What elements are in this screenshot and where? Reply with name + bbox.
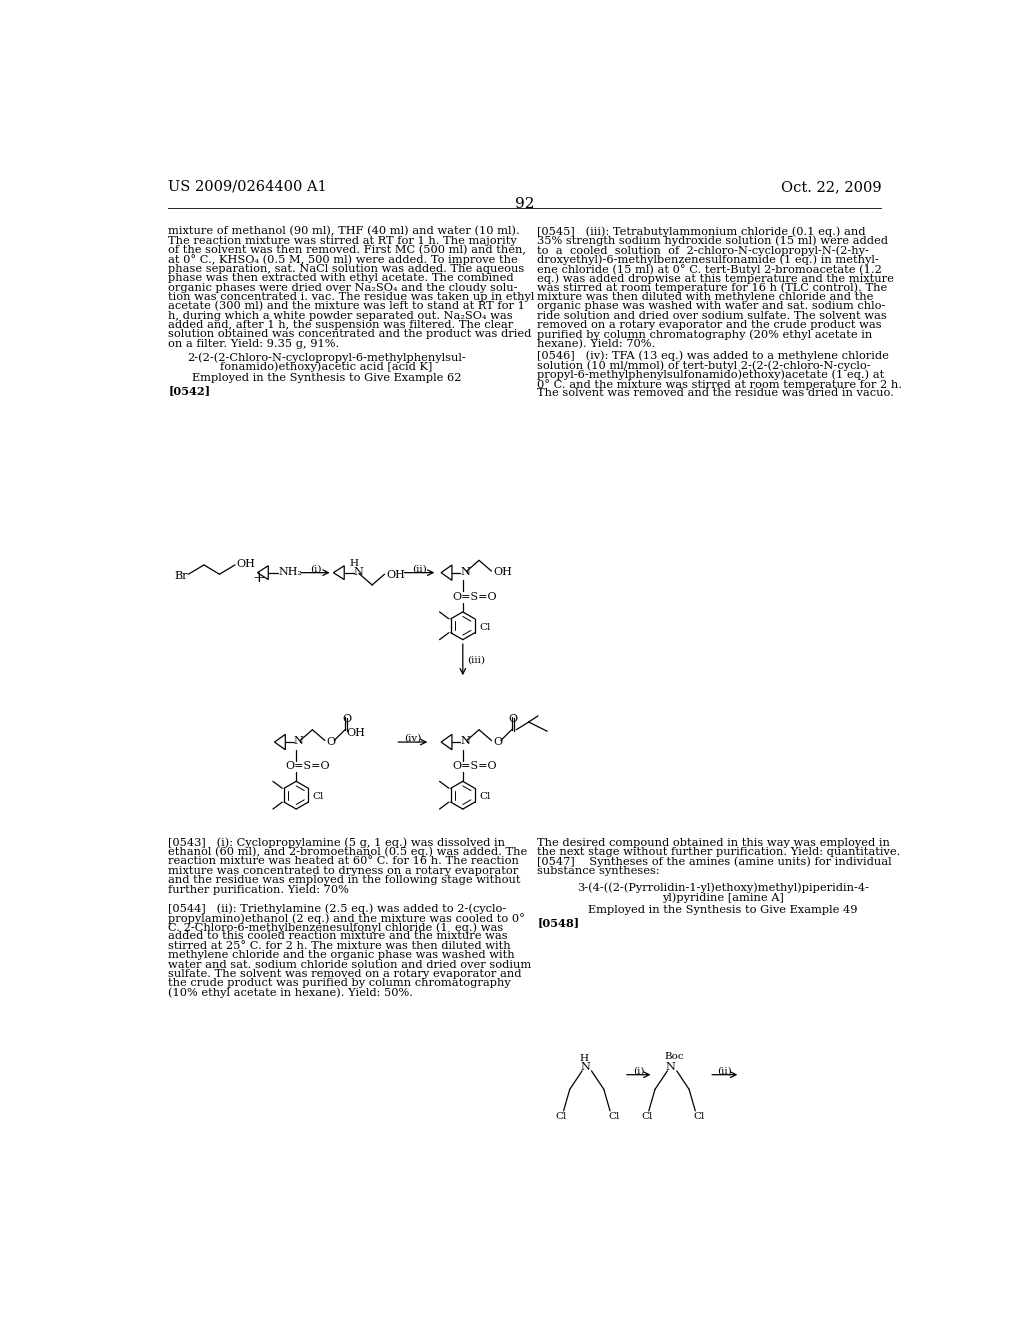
Text: The solvent was removed and the residue was dried in vacuo.: The solvent was removed and the residue … [538, 388, 894, 399]
Text: Cl: Cl [312, 792, 324, 801]
Text: O=S=O: O=S=O [452, 591, 497, 602]
Text: N: N [666, 1061, 676, 1072]
Text: N: N [581, 1061, 590, 1072]
Text: O: O [327, 737, 336, 747]
Text: OH: OH [386, 570, 404, 579]
Text: [0547]    Syntheses of the amines (amine units) for individual: [0547] Syntheses of the amines (amine un… [538, 857, 892, 867]
Text: the crude product was purified by column chromatography: the crude product was purified by column… [168, 978, 511, 989]
Text: and the residue was employed in the following stage without: and the residue was employed in the foll… [168, 875, 521, 886]
Text: substance syntheses:: substance syntheses: [538, 866, 659, 875]
Text: mixture of methanol (90 ml), THF (40 ml) and water (10 ml).: mixture of methanol (90 ml), THF (40 ml)… [168, 226, 520, 236]
Text: water and sat. sodium chloride solution and dried over sodium: water and sat. sodium chloride solution … [168, 960, 531, 970]
Text: O: O [509, 714, 518, 725]
Text: NH₂: NH₂ [279, 566, 302, 577]
Text: methylene chloride and the organic phase was washed with: methylene chloride and the organic phase… [168, 950, 515, 960]
Text: Employed in the Synthesis to Give Example 62: Employed in the Synthesis to Give Exampl… [191, 374, 461, 383]
Text: (ii): (ii) [412, 564, 427, 573]
Text: the next stage without further purification. Yield: quantitative.: the next stage without further purificat… [538, 847, 900, 857]
Text: (i): (i) [633, 1067, 644, 1076]
Text: eq.) was added dropwise at this temperature and the mixture: eq.) was added dropwise at this temperat… [538, 273, 894, 284]
Text: [0543]   (i): Cyclopropylamine (5 g, 1 eq.) was dissolved in: [0543] (i): Cyclopropylamine (5 g, 1 eq.… [168, 837, 505, 849]
Text: (i): (i) [310, 564, 322, 573]
Text: O=S=O: O=S=O [452, 762, 497, 771]
Text: [0544]   (ii): Triethylamine (2.5 eq.) was added to 2-(cyclo-: [0544] (ii): Triethylamine (2.5 eq.) was… [168, 903, 507, 913]
Text: +: + [252, 572, 265, 585]
Text: OH: OH [493, 566, 512, 577]
Text: stirred at 25° C. for 2 h. The mixture was then diluted with: stirred at 25° C. for 2 h. The mixture w… [168, 941, 511, 950]
Text: OH: OH [237, 560, 255, 569]
Text: Cl: Cl [608, 1113, 620, 1122]
Text: tion was concentrated i. vac. The residue was taken up in ethyl: tion was concentrated i. vac. The residu… [168, 292, 535, 302]
Text: 92: 92 [515, 197, 535, 211]
Text: ene chloride (15 ml) at 0° C. tert-Butyl 2-bromoacetate (1.2: ene chloride (15 ml) at 0° C. tert-Butyl… [538, 264, 882, 275]
Text: N: N [294, 737, 304, 746]
Text: fonamido)ethoxy)acetic acid [acid K]: fonamido)ethoxy)acetic acid [acid K] [220, 362, 432, 372]
Text: N: N [461, 566, 470, 577]
Text: solution (10 ml/mmol) of tert-butyl 2-(2-(2-chloro-N-cyclo-: solution (10 ml/mmol) of tert-butyl 2-(2… [538, 360, 870, 371]
Text: hexane). Yield: 70%.: hexane). Yield: 70%. [538, 339, 655, 350]
Text: purified by column chromatography (20% ethyl acetate in: purified by column chromatography (20% e… [538, 330, 872, 341]
Text: acetate (300 ml) and the mixture was left to stand at RT for 1: acetate (300 ml) and the mixture was lef… [168, 301, 525, 312]
Text: Br: Br [174, 570, 188, 581]
Text: h, during which a white powder separated out. Na₂SO₄ was: h, during which a white powder separated… [168, 310, 513, 321]
Text: Cl: Cl [641, 1113, 652, 1122]
Text: (iv): (iv) [404, 734, 422, 743]
Text: on a filter. Yield: 9.35 g, 91%.: on a filter. Yield: 9.35 g, 91%. [168, 339, 340, 348]
Text: (10% ethyl acetate in hexane). Yield: 50%.: (10% ethyl acetate in hexane). Yield: 50… [168, 987, 414, 998]
Text: The desired compound obtained in this way was employed in: The desired compound obtained in this wa… [538, 837, 890, 847]
Text: [0545]   (iii): Tetrabutylammonium chloride (0.1 eq.) and: [0545] (iii): Tetrabutylammonium chlorid… [538, 226, 865, 236]
Text: O=S=O: O=S=O [286, 762, 330, 771]
Text: OH: OH [346, 727, 366, 738]
Text: Cl: Cl [556, 1113, 567, 1122]
Text: O: O [342, 714, 351, 725]
Text: added to this cooled reaction mixture and the mixture was: added to this cooled reaction mixture an… [168, 932, 508, 941]
Text: was stirred at room temperature for 16 h (TLC control). The: was stirred at room temperature for 16 h… [538, 282, 888, 293]
Text: organic phase was washed with water and sat. sodium chlo-: organic phase was washed with water and … [538, 301, 886, 312]
Text: at 0° C., KHSO₄ (0.5 M, 500 ml) were added. To improve the: at 0° C., KHSO₄ (0.5 M, 500 ml) were add… [168, 255, 518, 265]
Text: reaction mixture was heated at 60° C. for 16 h. The reaction: reaction mixture was heated at 60° C. fo… [168, 857, 519, 866]
Text: [0548]: [0548] [538, 917, 580, 928]
Text: mixture was concentrated to dryness on a rotary evaporator: mixture was concentrated to dryness on a… [168, 866, 518, 875]
Text: droxyethyl)-6-methylbenzenesulfonamide (1 eq.) in methyl-: droxyethyl)-6-methylbenzenesulfonamide (… [538, 255, 879, 265]
Text: (iii): (iii) [467, 655, 484, 664]
Text: [0542]: [0542] [168, 385, 210, 396]
Text: of the solvent was then removed. First MC (500 ml) and then,: of the solvent was then removed. First M… [168, 246, 526, 255]
Text: O: O [493, 737, 502, 747]
Text: solution obtained was concentrated and the product was dried: solution obtained was concentrated and t… [168, 330, 531, 339]
Text: organic phases were dried over Na₂SO₄ and the cloudy solu-: organic phases were dried over Na₂SO₄ an… [168, 282, 518, 293]
Text: (ii): (ii) [718, 1067, 732, 1076]
Text: further purification. Yield: 70%: further purification. Yield: 70% [168, 884, 349, 895]
Text: Boc: Boc [665, 1052, 684, 1060]
Text: phase separation, sat. NaCl solution was added. The aqueous: phase separation, sat. NaCl solution was… [168, 264, 524, 273]
Text: [0546]   (iv): TFA (13 eq.) was added to a methylene chloride: [0546] (iv): TFA (13 eq.) was added to a… [538, 351, 889, 362]
Text: Employed in the Synthesis to Give Example 49: Employed in the Synthesis to Give Exampl… [589, 904, 858, 915]
Text: yl)pyridine [amine A]: yl)pyridine [amine A] [663, 892, 784, 903]
Text: Oct. 22, 2009: Oct. 22, 2009 [780, 180, 882, 194]
Text: propylamino)ethanol (2 eq.) and the mixture was cooled to 0°: propylamino)ethanol (2 eq.) and the mixt… [168, 912, 525, 924]
Text: ride solution and dried over sodium sulfate. The solvent was: ride solution and dried over sodium sulf… [538, 310, 887, 321]
Text: removed on a rotary evaporator and the crude product was: removed on a rotary evaporator and the c… [538, 321, 882, 330]
Text: Cl: Cl [693, 1113, 706, 1122]
Text: 2-(2-(2-Chloro-N-cyclopropyl-6-methylphenylsul-: 2-(2-(2-Chloro-N-cyclopropyl-6-methylphe… [187, 352, 466, 363]
Text: 3-(4-((2-(Pyrrolidin-1-yl)ethoxy)methyl)piperidin-4-: 3-(4-((2-(Pyrrolidin-1-yl)ethoxy)methyl)… [578, 883, 869, 894]
Text: N: N [353, 566, 364, 577]
Text: 0° C. and the mixture was stirred at room temperature for 2 h.: 0° C. and the mixture was stirred at roo… [538, 379, 902, 389]
Text: N: N [461, 737, 470, 746]
Text: ethanol (60 ml), and 2-bromoethanol (0.5 eq.) was added. The: ethanol (60 ml), and 2-bromoethanol (0.5… [168, 847, 527, 858]
Text: 35% strength sodium hydroxide solution (15 ml) were added: 35% strength sodium hydroxide solution (… [538, 235, 888, 246]
Text: propyl-6-methylphenylsulfonamido)ethoxy)acetate (1 eq.) at: propyl-6-methylphenylsulfonamido)ethoxy)… [538, 370, 885, 380]
Text: sulfate. The solvent was removed on a rotary evaporator and: sulfate. The solvent was removed on a ro… [168, 969, 522, 979]
Text: Cl: Cl [479, 623, 490, 632]
Text: added and, after 1 h, the suspension was filtered. The clear: added and, after 1 h, the suspension was… [168, 321, 514, 330]
Text: H: H [580, 1053, 588, 1063]
Text: Cl: Cl [479, 792, 490, 801]
Text: The reaction mixture was stirred at RT for 1 h. The majority: The reaction mixture was stirred at RT f… [168, 235, 517, 246]
Text: C. 2-Chloro-6-methylbenzenesulfonyl chloride (1  eq.) was: C. 2-Chloro-6-methylbenzenesulfonyl chlo… [168, 923, 504, 933]
Text: mixture was then diluted with methylene chloride and the: mixture was then diluted with methylene … [538, 292, 873, 302]
Text: US 2009/0264400 A1: US 2009/0264400 A1 [168, 180, 327, 194]
Text: to  a  cooled  solution  of  2-chloro-N-cyclopropyl-N-(2-hy-: to a cooled solution of 2-chloro-N-cyclo… [538, 246, 869, 256]
Text: H: H [349, 558, 358, 568]
Text: phase was then extracted with ethyl acetate. The combined: phase was then extracted with ethyl acet… [168, 273, 514, 282]
